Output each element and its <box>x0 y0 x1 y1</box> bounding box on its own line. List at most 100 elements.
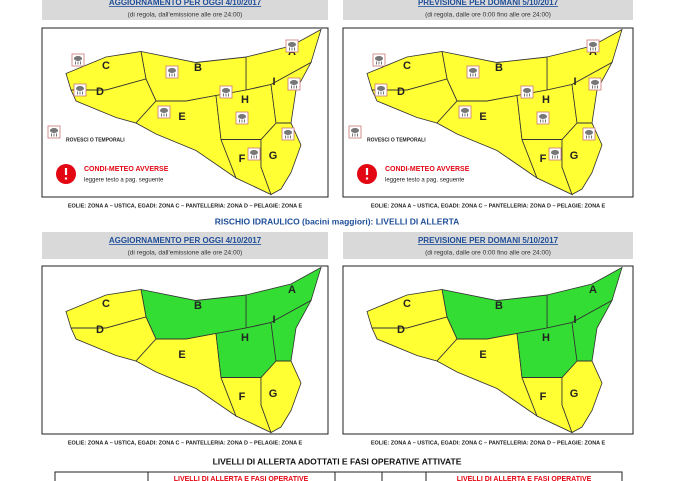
storm-icon-cloud <box>375 56 383 61</box>
storm-icon-rain <box>524 93 530 97</box>
zone-label: A <box>589 284 597 296</box>
warning-note: leggere testo a pag. seguente <box>84 178 164 184</box>
map: A B C D E F G H I <box>65 266 322 434</box>
storm-icon-cloud <box>589 42 597 47</box>
panel-subtitle: (di regola, dall'emissione alle ore 24:0… <box>128 250 243 257</box>
storm-icon-rain <box>462 113 468 117</box>
zone-label: D <box>96 86 104 98</box>
storm-icon-rain <box>378 91 384 95</box>
storm-icon-rain <box>285 135 291 139</box>
map-footer: EOLIE: ZONA A – USTICA, EGADI: ZONA C – … <box>371 440 606 446</box>
zone-label: A <box>288 284 296 296</box>
map: ABCDEFGHIROVESCI O TEMPORALICONDI-METEO … <box>47 28 322 196</box>
zone-label: D <box>397 86 405 98</box>
storm-icon-cloud <box>168 68 176 73</box>
zone-label: G <box>269 388 278 400</box>
storm-icon-cloud <box>284 130 292 135</box>
zone-label: H <box>241 332 249 344</box>
storm-icon-rain <box>552 155 558 159</box>
storm-icon-rain <box>470 73 476 77</box>
zone-label: C <box>102 60 110 72</box>
table-frame <box>54 471 623 481</box>
storm-icon-cloud <box>469 68 477 73</box>
storm-icon-rain <box>289 47 295 51</box>
zone-label: F <box>239 153 246 165</box>
map-footer: EOLIE: ZONA A – USTICA, EGADI: ZONA C – … <box>371 203 606 209</box>
storm-icon-cloud <box>351 128 359 133</box>
panel-header <box>343 232 633 259</box>
zone-label: H <box>542 332 550 344</box>
storm-icon-rain <box>75 61 81 65</box>
zone-label: G <box>570 388 579 400</box>
zone-label: F <box>540 153 547 165</box>
panel-header <box>42 0 328 20</box>
panel-subtitle: (di regola, dall'emissione alle ore 24:0… <box>128 12 243 19</box>
section-title: RISCHIO IDRAULICO (bacini maggiori): LIV… <box>215 216 460 226</box>
storm-icon-rain <box>161 113 167 117</box>
zone-label: E <box>178 111 185 123</box>
zone-label: I <box>573 76 576 88</box>
zone-label: B <box>194 62 202 74</box>
storm-icon-rain <box>77 91 83 95</box>
warning-note: leggere testo a pag. seguente <box>385 178 465 184</box>
storm-icon-rain <box>586 135 592 139</box>
storm-icon-rain <box>169 73 175 77</box>
zone-label: B <box>194 300 202 312</box>
storm-icon-rain <box>540 119 546 123</box>
map-footer: EOLIE: ZONA A – USTICA, EGADI: ZONA C – … <box>68 203 303 209</box>
table-title: LIVELLI DI ALLERTA ADOTTATI E FASI OPERA… <box>213 456 462 466</box>
zone <box>270 299 313 362</box>
zone-label: I <box>272 314 275 326</box>
storm-icon-rain <box>223 93 229 97</box>
panel-header <box>42 232 328 259</box>
zone-label: C <box>102 298 110 310</box>
table-header: LIVELLI DI ALLERTA E FASI OPERATIVE <box>174 476 309 481</box>
map: ABCDEFGHIROVESCI O TEMPORALICONDI-METEO … <box>348 28 623 196</box>
storm-icon-rain <box>592 85 598 89</box>
sicily <box>65 266 322 434</box>
zone-label: F <box>239 391 246 403</box>
panel-subtitle: (di regola, dalle ore 0:00 fino alle ore… <box>425 250 551 257</box>
storm-icon-rain <box>51 133 57 137</box>
zone-label: G <box>269 150 278 162</box>
legend-storm: ROVESCI O TEMPORALI <box>367 137 426 143</box>
zone-label: H <box>542 94 550 106</box>
zone-label: H <box>241 94 249 106</box>
sicily <box>366 266 623 434</box>
zone-label: B <box>495 62 503 74</box>
zone-label: F <box>540 391 547 403</box>
zone-label: G <box>570 150 579 162</box>
map: A B C D E F G H I <box>366 266 623 434</box>
storm-icon-cloud <box>585 130 593 135</box>
storm-icon-rain <box>291 85 297 89</box>
storm-icon-cloud <box>551 150 559 155</box>
storm-icon-cloud <box>250 150 258 155</box>
zone-label: E <box>479 349 486 361</box>
storm-icon-rain <box>251 155 257 159</box>
zone-label: C <box>403 60 411 72</box>
panel-title: AGGIORNAMENTO PER OGGI 4/10/2017 <box>109 0 262 7</box>
storm-icon-cloud <box>523 88 531 93</box>
storm-icon-cloud <box>238 114 246 119</box>
storm-icon-cloud <box>290 80 298 85</box>
panel-title: AGGIORNAMENTO PER OGGI 4/10/2017 <box>109 236 262 245</box>
storm-icon-cloud <box>461 108 469 113</box>
storm-icon-cloud <box>76 86 84 91</box>
zone-label: D <box>397 324 405 336</box>
panel-title: PREVISIONE PER DOMANI 5/10/2017 <box>418 236 559 245</box>
storm-icon-cloud <box>50 128 58 133</box>
storm-icon-cloud <box>377 86 385 91</box>
storm-icon-cloud <box>222 88 230 93</box>
map-footer: EOLIE: ZONA A – USTICA, EGADI: ZONA C – … <box>68 440 303 446</box>
zone-label: B <box>495 300 503 312</box>
table-header: LIVELLI DI ALLERTA E FASI OPERATIVE <box>457 476 592 481</box>
zone-label: C <box>403 298 411 310</box>
storm-icon-rain <box>352 133 358 137</box>
panel-header <box>343 0 633 20</box>
zone-label: I <box>573 314 576 326</box>
warning-title: CONDI-METEO AVVERSE <box>84 166 169 173</box>
legend-storm: ROVESCI O TEMPORALI <box>66 137 125 143</box>
storm-icon-cloud <box>74 56 82 61</box>
